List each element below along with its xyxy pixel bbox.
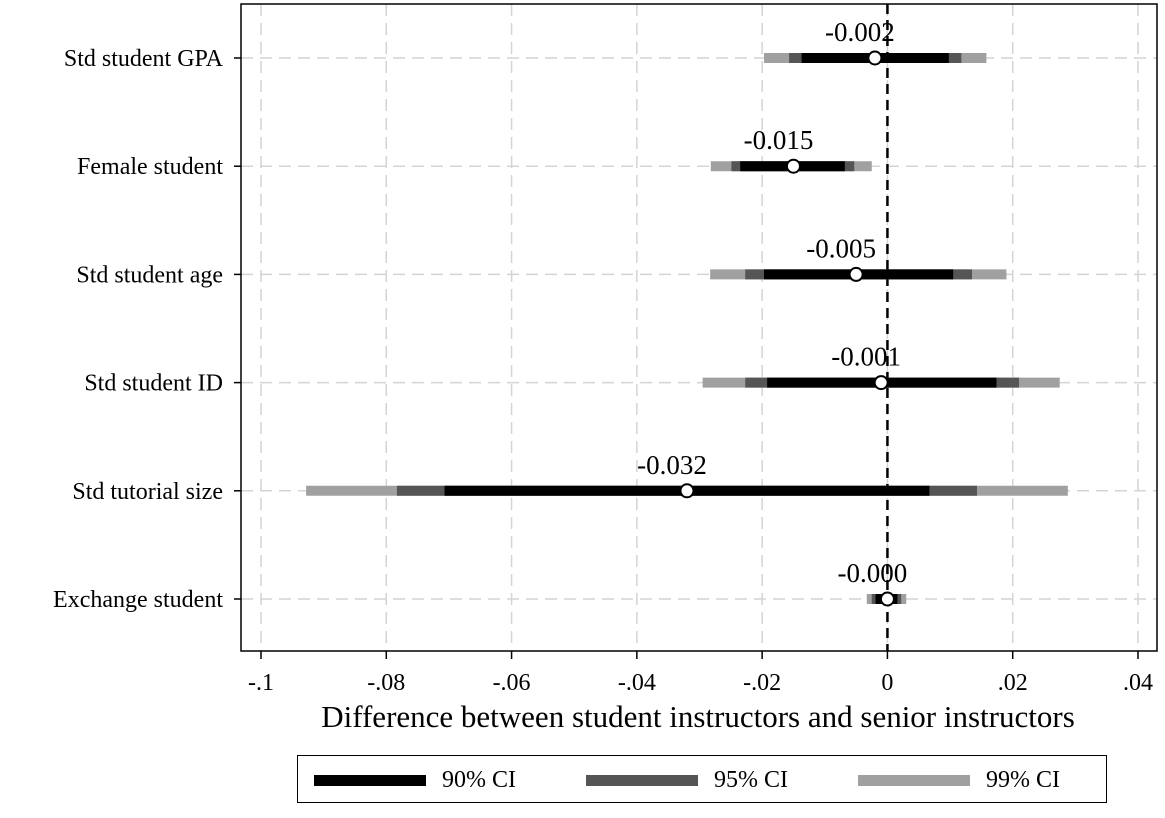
plot-frame bbox=[240, 3, 1158, 652]
estimate-point bbox=[679, 483, 695, 499]
legend-swatch-99 bbox=[858, 774, 970, 786]
y-tick-label: Std student ID bbox=[84, 371, 223, 397]
x-tick-label: .04 bbox=[1123, 670, 1153, 696]
estimate-point bbox=[873, 375, 889, 391]
estimate-point bbox=[867, 50, 883, 66]
x-tick-label: -.08 bbox=[367, 670, 405, 696]
y-tick-label: Std tutorial size bbox=[72, 479, 223, 505]
y-tick-label: Female student bbox=[77, 154, 223, 180]
x-tick-label: .02 bbox=[998, 670, 1028, 696]
x-tick-label: 0 bbox=[881, 670, 893, 696]
estimate-point bbox=[879, 591, 895, 607]
x-axis-title: Difference between student instructors a… bbox=[321, 699, 1075, 734]
estimate-label: -0.001 bbox=[831, 342, 901, 372]
y-tick-label: Std student age bbox=[76, 262, 223, 288]
legend-item-95: 95% CI bbox=[586, 756, 788, 804]
estimate-point bbox=[848, 266, 864, 282]
x-tick-label: -.06 bbox=[493, 670, 531, 696]
legend-item-90: 90% CI bbox=[314, 756, 516, 804]
legend-label-99: 99% CI bbox=[986, 766, 1060, 793]
y-tick-label: Exchange student bbox=[53, 587, 223, 613]
estimate-label: -0.002 bbox=[825, 17, 895, 47]
estimate-point bbox=[785, 158, 801, 174]
x-tick-label: -.02 bbox=[743, 670, 781, 696]
estimate-label: -0.015 bbox=[744, 125, 814, 155]
legend-item-99: 99% CI bbox=[858, 756, 1060, 804]
legend-label-95: 95% CI bbox=[714, 766, 788, 793]
legend: 90% CI 95% CI 99% CI bbox=[297, 755, 1107, 803]
estimate-label: -0.005 bbox=[806, 233, 876, 263]
y-tick-label: Std student GPA bbox=[64, 46, 224, 72]
x-tick-label: -.04 bbox=[618, 670, 656, 696]
estimate-label: -0.000 bbox=[838, 558, 908, 588]
estimate-label: -0.032 bbox=[637, 450, 707, 480]
legend-swatch-95 bbox=[586, 774, 698, 786]
legend-swatch-90 bbox=[314, 774, 426, 786]
x-tick-label: -.1 bbox=[248, 670, 274, 696]
legend-label-90: 90% CI bbox=[442, 766, 516, 793]
